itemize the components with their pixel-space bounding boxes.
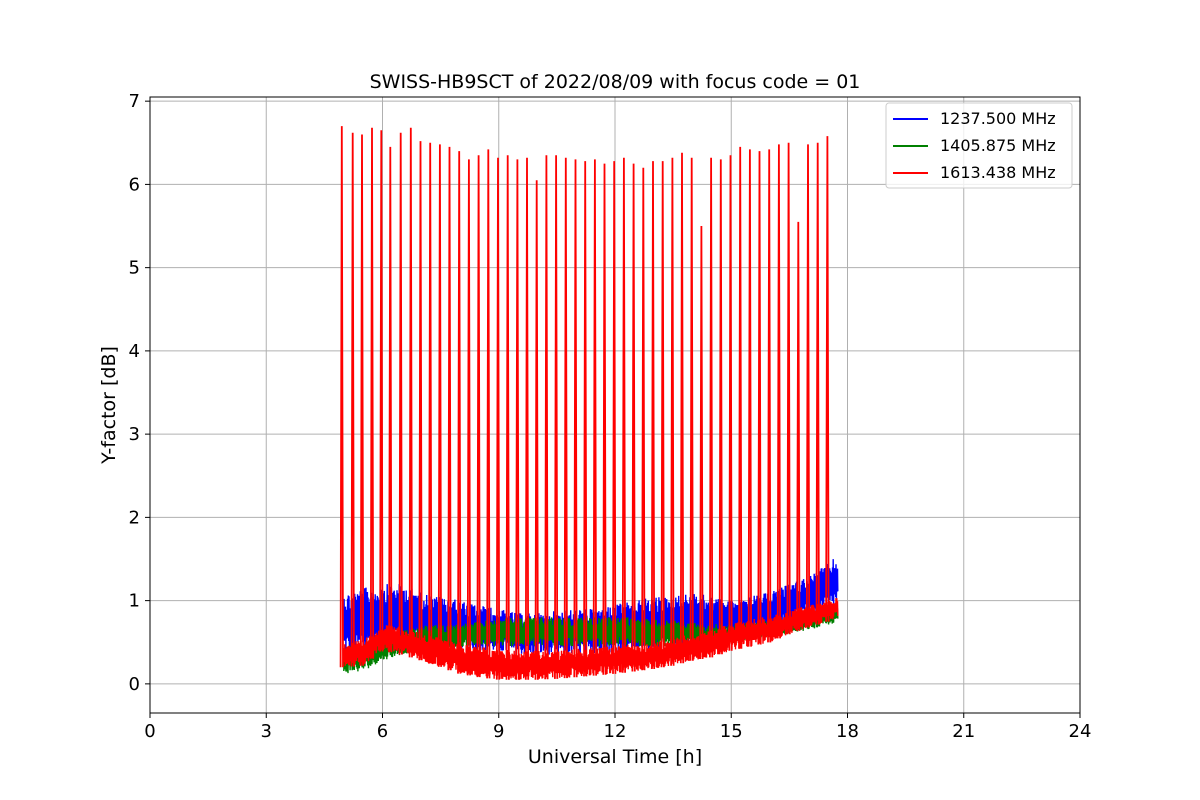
series-spike [796,221,801,631]
series-spike [447,146,452,671]
y-tick-label: 1 [129,591,140,612]
x-tick-label: 15 [720,721,743,742]
series-spike [486,149,491,679]
series-spike [524,157,530,680]
series-spike [631,163,636,672]
series-spike [466,159,471,676]
x-tick-label: 21 [952,721,975,742]
series-spike [679,152,685,664]
series-spike [612,161,617,674]
x-tick-label: 9 [493,721,504,742]
legend-label-3: 1613.438 MHz [940,163,1056,182]
series-spike [583,161,588,677]
series-spike [388,146,393,653]
series-spike [350,132,355,667]
legend-label-2: 1405.875 MHz [940,136,1056,155]
legend: 1237.500 MHz 1405.875 MHz 1613.438 MHz [885,102,1073,189]
legend-box [885,102,1073,189]
series-spike [786,142,791,635]
series-spike [776,144,781,639]
series-spike [650,161,656,670]
x-tick-label: 12 [604,721,627,742]
series-spike [573,159,578,678]
series-spike [709,157,714,658]
y-tick-label: 0 [129,674,140,695]
series-spike [757,151,762,645]
x-tick-label: 18 [836,721,859,742]
x-axis-title: Universal Time [h] [528,746,702,768]
data-layer [339,126,839,680]
series-spike [418,141,423,661]
series-spike [544,155,549,680]
series-spike [602,163,607,675]
series-spike [621,157,626,673]
y-tick-label: 3 [129,424,140,445]
series-spike [641,167,646,671]
series-spike [670,157,675,666]
y-tick-label: 7 [129,91,140,112]
series-spike [437,144,442,667]
series-spike [554,155,559,679]
series-spike [428,142,433,664]
series-line-3 [343,598,839,680]
series-spike [699,225,704,660]
legend-label-1: 1237.500 MHz [940,109,1056,128]
series-spike [495,157,501,680]
y-tick-label: 5 [129,258,140,279]
y-axis-title: Y-factor [dB] [98,346,120,465]
series-spike [815,142,820,625]
series-spike [825,136,830,622]
series-spike [689,157,694,661]
series-spike [515,159,520,680]
series-spike [728,155,733,651]
series-spike [660,161,665,668]
series-spike [563,157,568,679]
series-spike [369,127,375,659]
series-spike [457,151,462,674]
series-spike [505,155,510,680]
y-tick-label: 6 [129,174,140,195]
series-spike [534,180,539,680]
y-tick-label: 2 [129,507,140,528]
chart-title: SWISS-HB9SCT of 2022/08/09 with focus co… [370,71,861,93]
x-tick-label: 24 [1069,721,1092,742]
series-spike [339,126,344,668]
series-spike [408,127,413,658]
series-spike [767,149,772,643]
series-spike [805,144,811,628]
series-spike [747,149,752,647]
series-spike [592,159,597,676]
series-spike [738,146,743,649]
series-spike [718,159,723,655]
x-tick-label: 0 [144,721,155,742]
series-spike [398,132,403,655]
y-tick-label: 4 [129,341,140,362]
series-spike [379,130,384,652]
series-spike [359,134,365,666]
x-tick-label: 3 [261,721,272,742]
x-tick-label: 6 [377,721,388,742]
series-spike [476,155,481,678]
